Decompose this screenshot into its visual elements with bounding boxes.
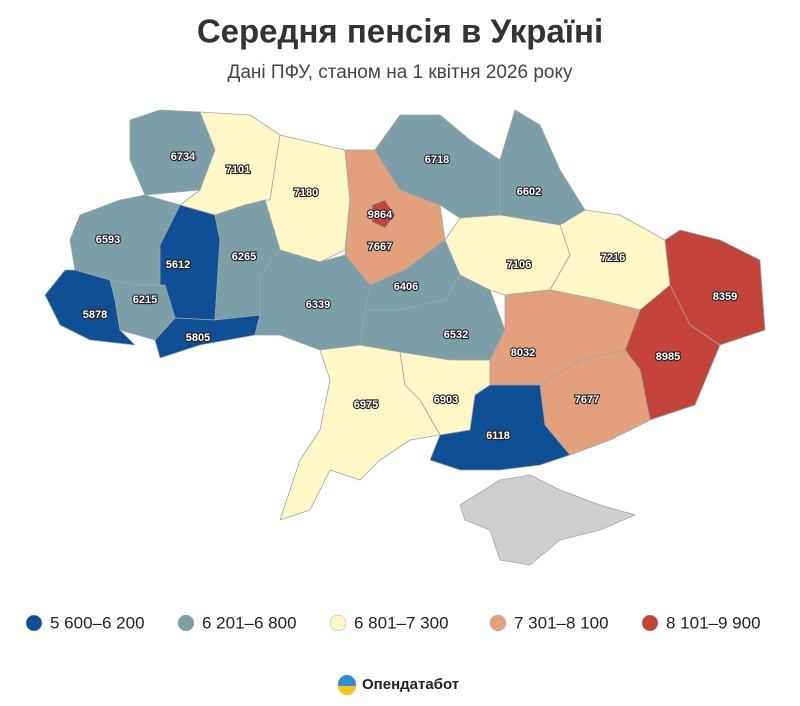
logo: Опендатабот [338, 675, 459, 695]
region [499, 109, 586, 226]
region-value: 7677 [575, 394, 599, 406]
region-value: 7106 [507, 259, 531, 271]
region-value: 8359 [713, 291, 737, 303]
region [279, 344, 441, 521]
region-value: 6532 [444, 329, 468, 341]
crimea [459, 474, 636, 566]
region-value: 6406 [394, 281, 418, 293]
region-value: 9864 [368, 209, 393, 221]
labels: 6734 7101 7180 7667 6718 6602 6593 5612 6265 6215… [82, 150, 739, 443]
region-value: 6118 [486, 430, 510, 442]
regions [44, 109, 766, 521]
legend-swatch [641, 614, 659, 632]
region-value: 6718 [425, 154, 449, 166]
region-value: 6215 [133, 294, 157, 306]
legend-label: 8 101–9 900 [666, 613, 761, 632]
region-value: 6593 [96, 234, 120, 246]
region-value: 6602 [517, 186, 541, 198]
legend-swatch [329, 614, 347, 632]
region-value: 5612 [166, 259, 190, 271]
legend-swatch [25, 614, 43, 632]
subtitle: Дані ПФУ, станом на 1 квітня 2026 року [227, 62, 573, 83]
region-value: 5878 [83, 309, 107, 321]
region-value: 6734 [171, 151, 196, 163]
region [44, 269, 136, 346]
legend-label: 6 801–7 300 [354, 613, 449, 632]
legend-label: 7 301–8 100 [514, 613, 609, 632]
region-value: 7101 [226, 164, 250, 176]
region-value: 8985 [656, 351, 680, 363]
region [429, 384, 571, 471]
region-value: 6903 [434, 394, 458, 406]
logo-icon-bottom [338, 686, 356, 695]
logo-text: Опендатабот [362, 676, 459, 693]
region-value: 7667 [368, 241, 392, 253]
region [371, 199, 396, 229]
region-value: 6265 [232, 251, 256, 263]
region-value: 6975 [354, 399, 378, 411]
legend-swatch [489, 614, 507, 632]
region-value: 7216 [601, 252, 625, 264]
region-value: 8032 [511, 347, 535, 359]
region-value: 5805 [186, 332, 210, 344]
legend-swatch [177, 614, 195, 632]
legend: 5 600–6 200 6 201–6 800 6 801–7 300 7 301–8… [25, 613, 761, 632]
legend-label: 5 600–6 200 [50, 613, 145, 632]
region-value: 7180 [294, 187, 318, 199]
legend-label: 6 201–6 800 [202, 613, 297, 632]
title: Середня пенсія в Україні [197, 13, 603, 50]
region-value: 6339 [306, 299, 330, 311]
